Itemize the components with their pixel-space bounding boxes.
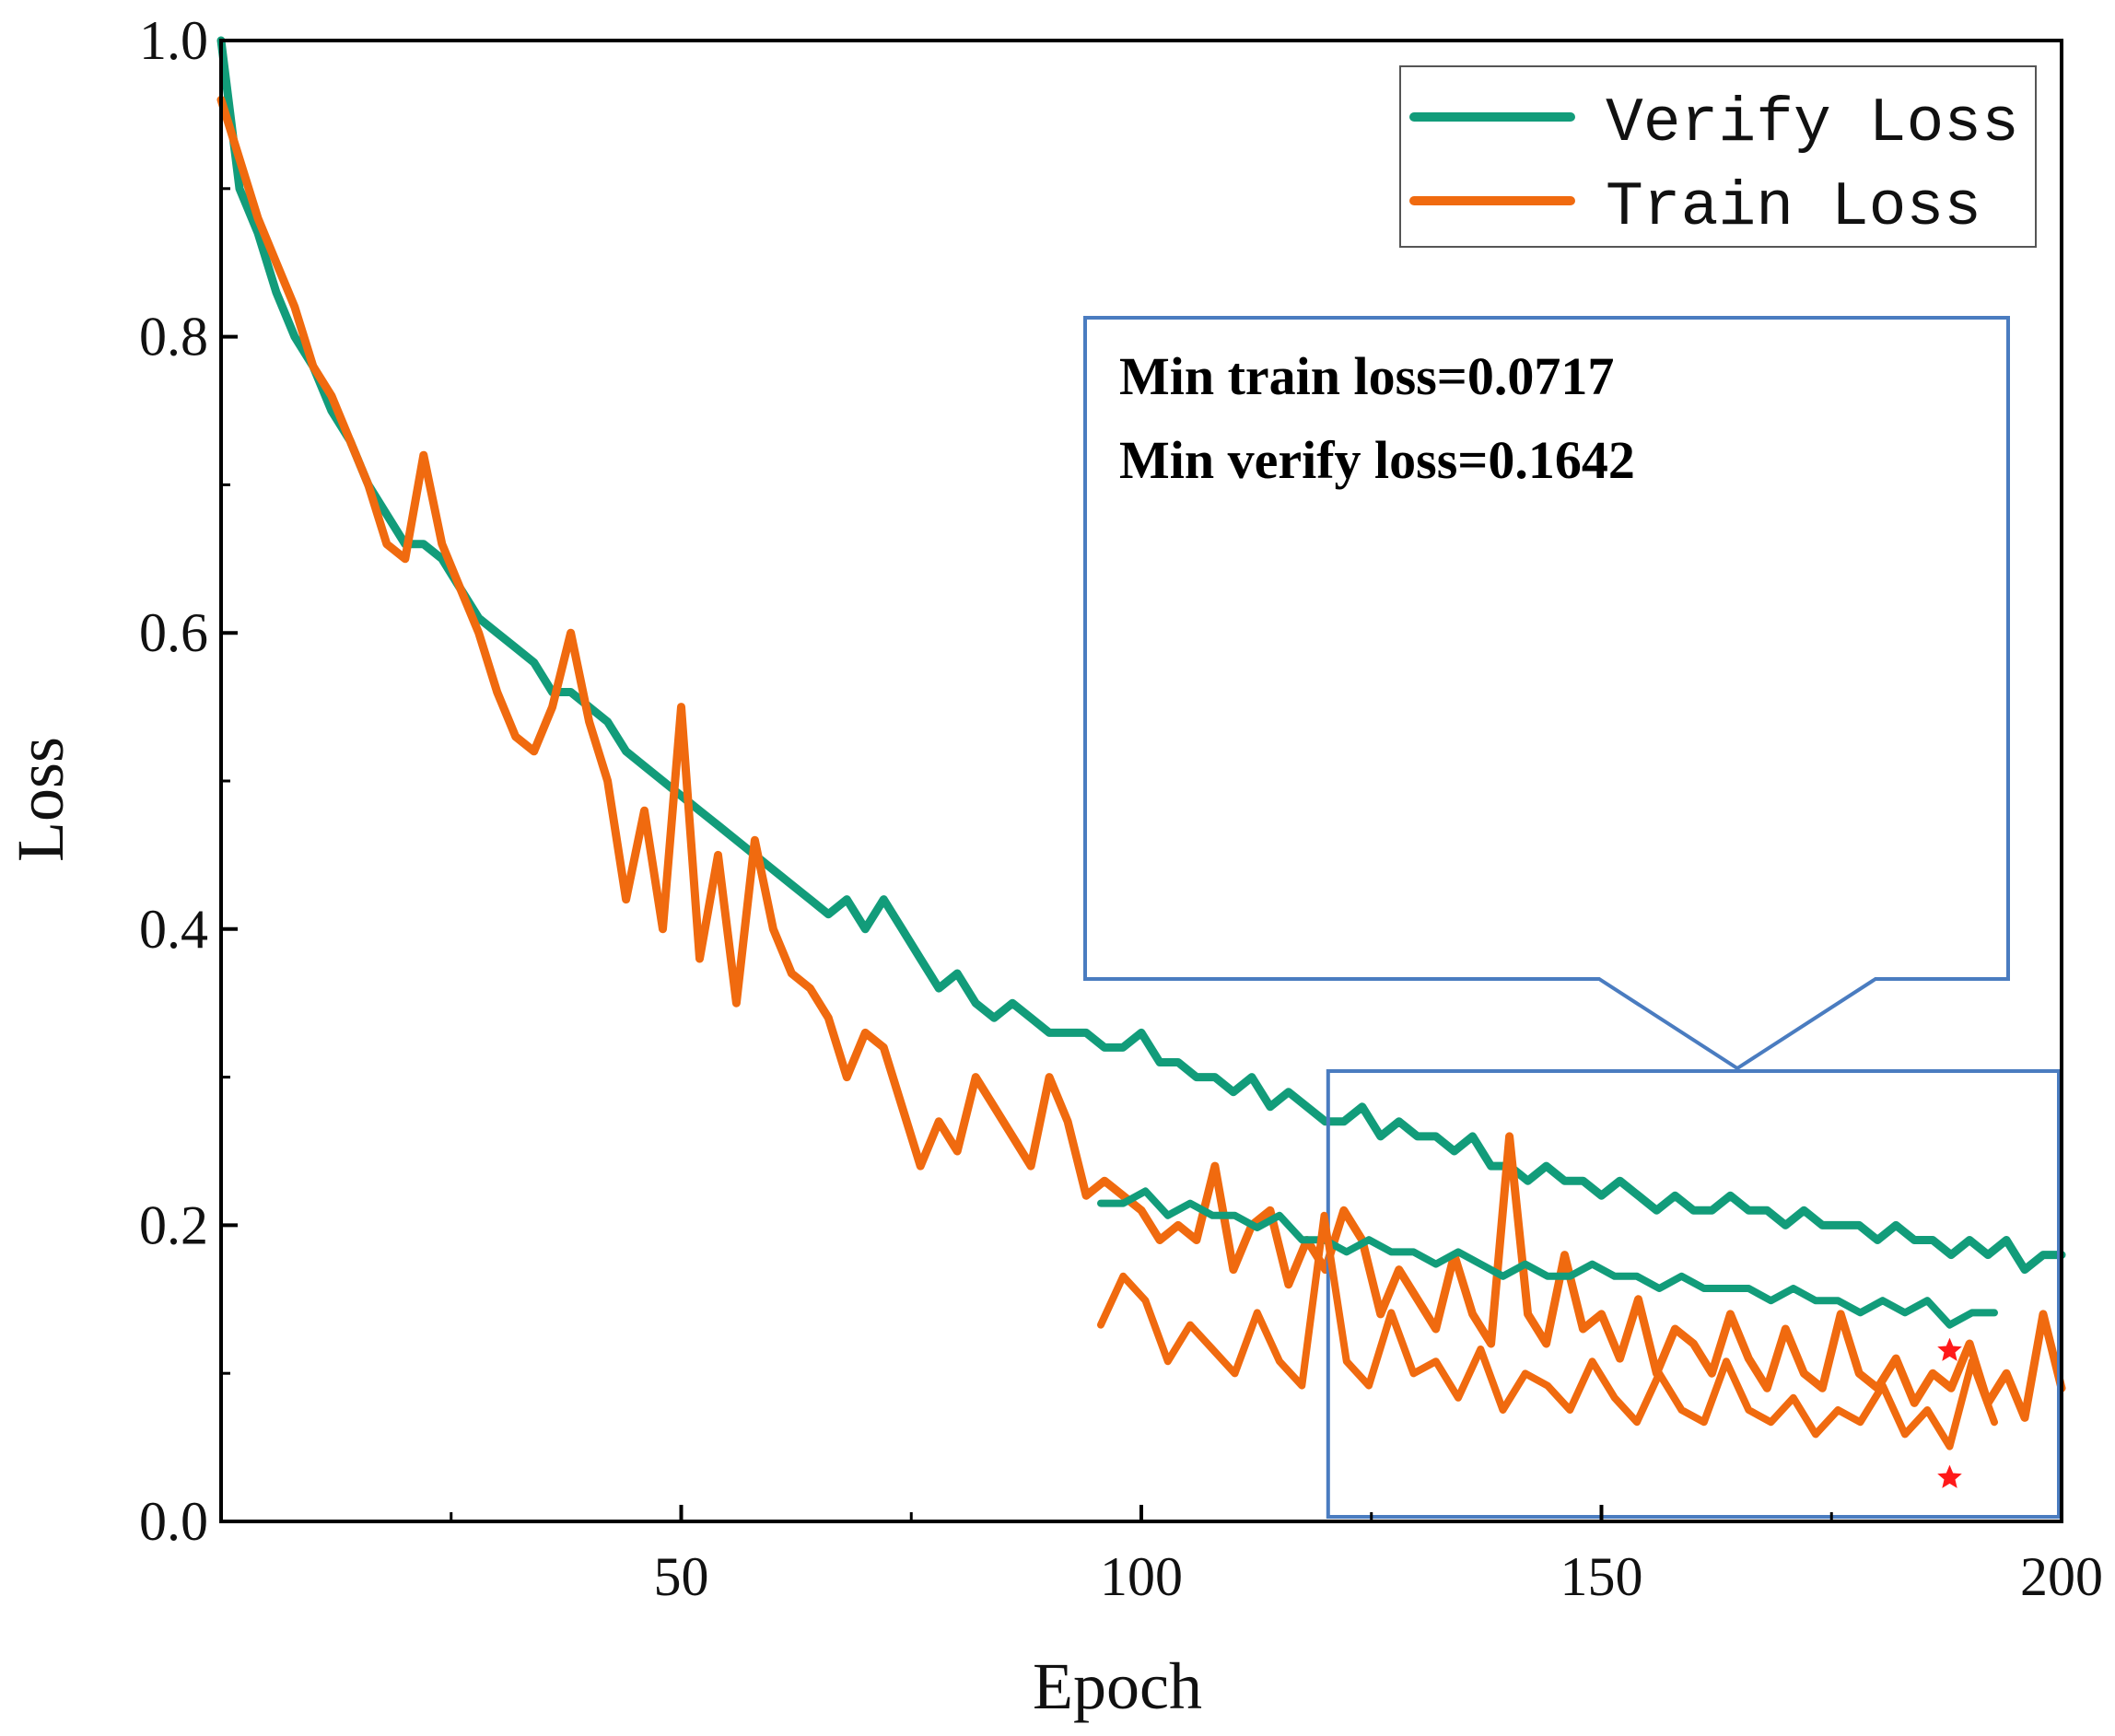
y-axis-label: Loss [4, 737, 77, 862]
series-line-train-loss [216, 95, 2066, 1422]
zoom-layer: Min train loss=0.0717 Min verify loss=0.1… [1083, 316, 2062, 1519]
y-tick-label: 0.8 [139, 307, 208, 367]
legend: Verify Loss Train Loss [1399, 65, 2037, 248]
y-tick-label: 0.0 [139, 1491, 208, 1552]
y-tick-label: 0.6 [139, 602, 208, 663]
legend-box [1399, 65, 2037, 248]
legend-label-train-loss: Train Loss [1606, 172, 1981, 243]
zoom-source-box [1326, 1069, 2062, 1519]
series-line-verify-loss [216, 36, 2066, 1275]
inset-line-train-loss [1097, 1211, 1998, 1451]
x-tick-label: 50 [654, 1546, 709, 1607]
inset-line-verify-loss [1097, 1187, 1998, 1329]
verify-min-star-icon [1937, 1337, 1962, 1361]
y-tick-label: 1.0 [139, 10, 208, 71]
x-tick-label: 150 [1560, 1546, 1643, 1607]
lines-layer [216, 36, 2066, 1422]
train-min-star-icon [1937, 1464, 1962, 1488]
x-tick-label: 100 [1100, 1546, 1183, 1607]
y-tick-label: 0.2 [139, 1194, 208, 1255]
y-tick-label: 0.4 [139, 899, 208, 960]
x-tick-label: 200 [2020, 1546, 2103, 1607]
min-verify-loss-label: Min verify loss=0.1642 [1119, 430, 1635, 490]
zoom-inset-callout [1083, 316, 2010, 1071]
x-axis-label: Epoch [1033, 1649, 1202, 1723]
axes-layer: 50 100 150 200 0.0 0.2 0.4 0.6 0.8 1.0 [139, 10, 2103, 1607]
legend-label-verify-loss: Verify Loss [1606, 88, 2019, 159]
min-train-loss-label: Min train loss=0.0717 [1119, 346, 1614, 406]
